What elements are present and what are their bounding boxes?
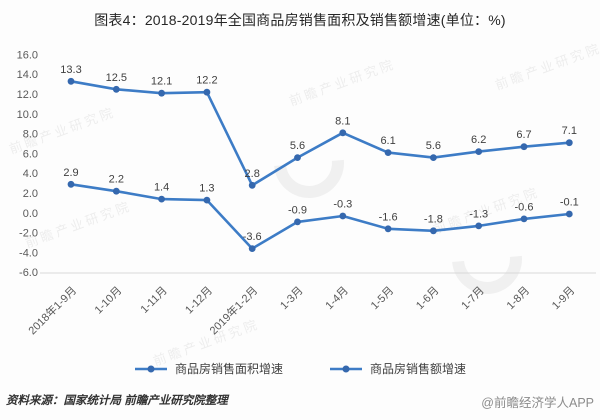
y-axis-tick-label: 0.0 [23, 208, 38, 220]
data-point-label: 6.2 [471, 134, 486, 146]
x-axis-tick-label: 1-8月 [505, 285, 533, 313]
data-point-label: 12.5 [106, 72, 127, 84]
x-axis-tick-label: 1-12月 [183, 285, 215, 317]
data-point-marker [520, 143, 528, 151]
data-point-label: -3.6 [243, 231, 262, 243]
data-point-label: 1.3 [199, 183, 214, 195]
x-axis-tick-label: 2018年1-9月 [25, 283, 79, 337]
legend-label: 商品房销售面积增速 [174, 362, 283, 376]
data-point-label: -1.3 [469, 208, 488, 220]
x-axis-tick-label: 1-6月 [414, 285, 442, 313]
data-point-marker [294, 218, 301, 226]
data-point-label: 2.2 [109, 174, 124, 186]
data-point-marker [430, 154, 437, 162]
data-point-marker [520, 215, 528, 223]
data-point-marker [203, 88, 211, 96]
data-point-label: 12.2 [196, 75, 217, 87]
data-point-label: 7.1 [562, 125, 577, 137]
data-point-marker [112, 187, 120, 195]
series-line-1 [69, 80, 571, 187]
data-point-marker [339, 129, 347, 137]
data-point-marker [248, 181, 256, 189]
y-axis-tick-label: -2.0 [19, 228, 38, 240]
x-axis-tick-label: 1-5月 [369, 285, 397, 313]
y-axis-tick-label: 4.0 [23, 168, 38, 180]
data-point-label: -1.8 [424, 213, 443, 225]
y-axis-tick-label: 14.0 [17, 69, 38, 81]
y-axis-tick-label: -4.0 [19, 247, 38, 259]
data-point-marker [565, 139, 573, 147]
brand-credit: @前瞻经济学人APP [481, 396, 594, 410]
data-point-marker [158, 89, 166, 97]
chart-footer: 资料来源：国家统计局 前瞻产业研究院整理 @前瞻经济学人APP [0, 392, 600, 411]
data-point-label: -1.6 [379, 211, 398, 223]
y-axis-tick-label: 10.0 [17, 109, 38, 121]
data-point-marker [67, 180, 75, 188]
series-line-0 [69, 183, 571, 250]
data-point-label: 2.9 [63, 167, 78, 179]
data-point-marker [67, 77, 75, 85]
y-axis-tick-label: 8.0 [23, 129, 38, 141]
legend-item-sales-area: 商品房销售面积增速 [134, 360, 283, 377]
line-chart: 16.0 14.0 12.0 10.0 8.0 6.0 4.0 2.0 0.0 -2.0 -4.0 -… [17, 49, 596, 337]
x-axis-tick-label: 1-4月 [323, 285, 351, 313]
data-point-marker [158, 195, 166, 203]
data-point-marker [203, 196, 211, 204]
data-point-label: 2.8 [245, 168, 260, 180]
data-point-label: 5.6 [426, 140, 441, 152]
data-point-marker [339, 212, 347, 220]
y-axis-tick-label: 2.0 [23, 188, 38, 200]
legend-line-marker-icon [330, 365, 362, 372]
x-axis-tick-label: 1-3月 [278, 285, 306, 313]
legend-item-sales-amount: 商品房销售额增速 [329, 360, 466, 377]
data-point-marker [565, 210, 573, 218]
data-point-label: 12.1 [151, 76, 172, 88]
x-axis-tick-label: 1-11月 [138, 285, 169, 316]
data-point-label: 1.4 [154, 182, 169, 194]
legend-line-marker-icon [134, 365, 167, 372]
x-axis-tick-label: 1-7月 [459, 285, 487, 313]
legend-label: 商品房销售额增速 [370, 362, 467, 376]
data-point-label: 8.1 [335, 115, 350, 127]
data-point-marker [294, 154, 301, 162]
data-point-marker [475, 222, 483, 230]
x-axis-tick-label: 1-9月 [550, 285, 578, 313]
data-point-marker [112, 85, 120, 93]
y-axis-tick-label: 12.0 [17, 89, 38, 101]
data-point-label: -0.6 [515, 201, 534, 213]
data-point-label: 5.6 [290, 140, 305, 152]
y-axis-tick-label: 6.0 [23, 148, 38, 160]
chart-title: 图表4：2018-2019年全国商品房销售面积及销售额增速(单位：%) [94, 12, 506, 28]
data-point-label: 6.1 [380, 135, 395, 147]
data-point-marker [248, 245, 256, 253]
data-point-marker [430, 227, 437, 235]
chart-legend: 商品房销售面积增速 商品房销售额增速 [0, 360, 600, 377]
y-axis-tick-label: -6.0 [19, 267, 38, 279]
x-axis-tick-label: 2019年1-2月 [206, 283, 260, 337]
y-axis-tick-label: 16.0 [17, 49, 38, 61]
data-point-label: -0.3 [333, 199, 352, 211]
data-point-label: 6.7 [516, 129, 531, 141]
data-point-marker [384, 225, 392, 233]
x-axis-tick-label: 1-10月 [93, 285, 125, 317]
data-point-label: 13.3 [60, 64, 81, 76]
data-point-label: -0.9 [288, 204, 307, 216]
data-point-label: -0.1 [560, 197, 579, 209]
data-point-marker [384, 149, 392, 157]
data-point-marker [475, 148, 483, 156]
data-source-note: 资料来源：国家统计局 前瞻产业研究院整理 [6, 395, 228, 407]
